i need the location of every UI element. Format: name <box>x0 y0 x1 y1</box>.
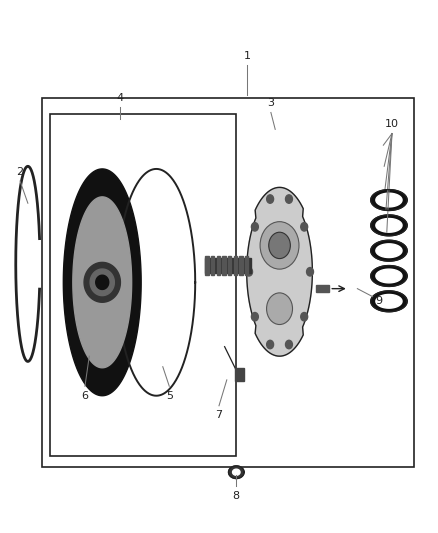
Bar <box>50 114 236 456</box>
Circle shape <box>301 223 307 231</box>
Polygon shape <box>64 169 141 395</box>
Polygon shape <box>376 219 402 232</box>
Polygon shape <box>233 469 240 475</box>
Polygon shape <box>371 291 407 312</box>
Bar <box>236 368 244 381</box>
Polygon shape <box>371 265 407 286</box>
Circle shape <box>286 340 293 349</box>
Bar <box>211 256 214 275</box>
Bar <box>205 258 251 273</box>
Circle shape <box>269 232 290 259</box>
Circle shape <box>267 340 274 349</box>
Circle shape <box>251 312 258 321</box>
Circle shape <box>267 195 274 203</box>
Bar <box>316 285 329 292</box>
Text: 10: 10 <box>385 119 399 129</box>
Polygon shape <box>90 269 114 296</box>
Text: 1: 1 <box>244 51 251 61</box>
Polygon shape <box>376 244 402 257</box>
Text: 6: 6 <box>81 391 88 401</box>
Circle shape <box>301 312 307 321</box>
Polygon shape <box>371 190 407 211</box>
Text: 8: 8 <box>233 491 240 501</box>
Bar <box>216 256 220 275</box>
Bar <box>42 98 413 467</box>
Text: 7: 7 <box>215 410 223 420</box>
Polygon shape <box>229 466 244 479</box>
Text: 5: 5 <box>166 391 173 401</box>
Bar <box>205 256 208 275</box>
Text: 9: 9 <box>375 296 382 306</box>
Circle shape <box>267 293 293 325</box>
Polygon shape <box>73 197 132 368</box>
Polygon shape <box>371 240 407 261</box>
Text: 4: 4 <box>116 93 123 103</box>
Polygon shape <box>376 269 402 283</box>
Circle shape <box>251 223 258 231</box>
Bar <box>228 256 231 275</box>
Polygon shape <box>376 294 402 308</box>
Bar <box>233 256 237 275</box>
Circle shape <box>286 195 293 203</box>
Bar <box>222 256 226 275</box>
Circle shape <box>307 268 314 276</box>
Polygon shape <box>84 262 120 302</box>
Polygon shape <box>371 215 407 236</box>
Circle shape <box>260 222 299 269</box>
Bar <box>245 256 248 275</box>
Polygon shape <box>96 275 109 289</box>
Text: 3: 3 <box>267 98 274 108</box>
Polygon shape <box>247 188 312 356</box>
Bar <box>239 256 243 275</box>
Polygon shape <box>376 193 402 207</box>
Circle shape <box>246 268 253 276</box>
Text: 2: 2 <box>17 166 24 176</box>
